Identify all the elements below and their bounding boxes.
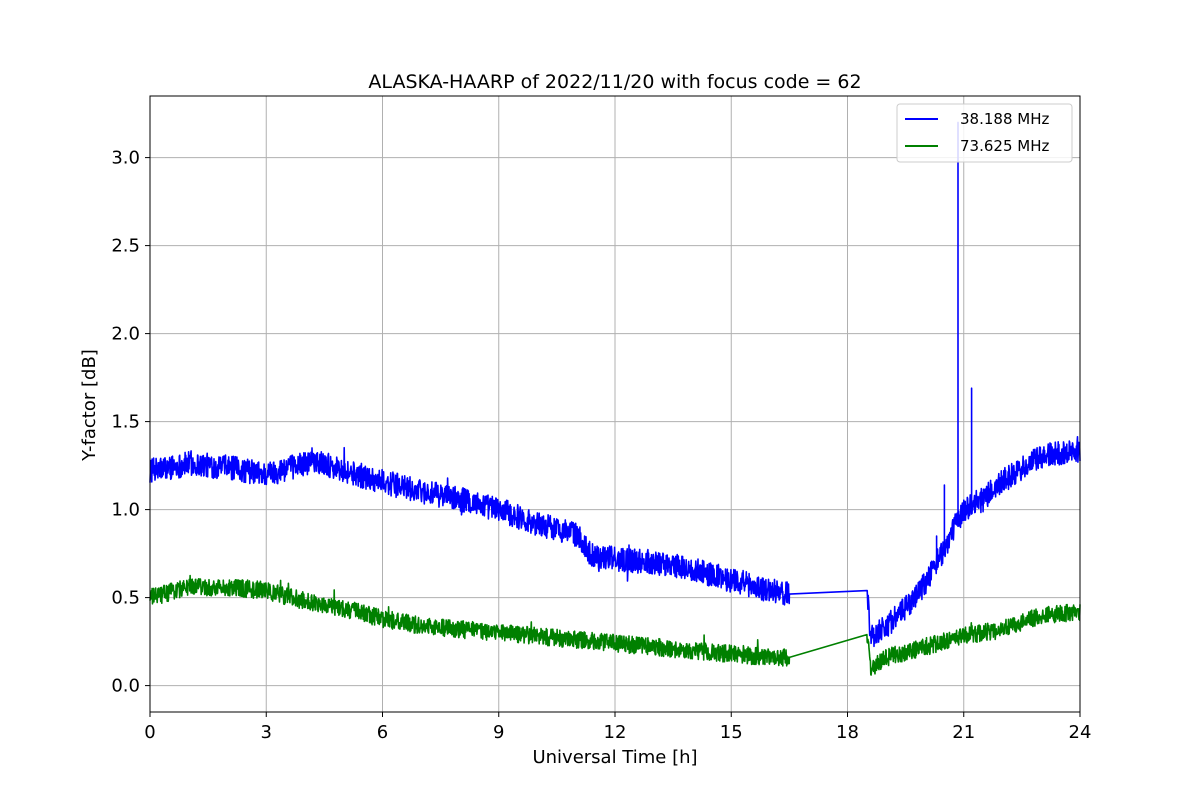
legend-label-73625: 73.625 MHz [960,137,1049,155]
series-line-73625-mhz [149,574,1081,676]
y-tick-label: 3.0 [111,148,140,169]
x-tick-label: 3 [261,722,272,743]
axis-ticks: 0 3 6 9 12 15 18 21 24 0.0 0.5 1.0 1.5 2.0 2.5 3.0 [111,148,1091,743]
x-tick-label: 9 [493,722,504,743]
y-axis-label: Y-factor [dB] [79,349,100,462]
series-line-38188-mhz [149,121,1081,648]
grid [149,96,1081,712]
x-tick-label: 18 [836,722,859,743]
x-tick-label: 6 [377,722,388,743]
y-tick-label: 2.5 [111,236,140,257]
legend: 38.188 MHz 73.625 MHz [896,103,1073,163]
y-tick-label: 1.0 [111,500,140,521]
series-layer [149,121,1081,676]
legend-box [896,103,1073,163]
x-tick-label: 0 [144,722,155,743]
y-tick-label: 2.0 [111,324,140,345]
x-tick-label: 24 [1069,722,1092,743]
x-tick-label: 12 [604,722,627,743]
y-tick-label: 0.0 [111,676,140,697]
chart-title: ALASKA-HAARP of 2022/11/20 with focus co… [368,71,861,93]
x-axis-label: Universal Time [h] [532,747,697,768]
y-tick-label: 1.5 [111,412,140,433]
x-tick-label: 21 [952,722,975,743]
x-tick-label: 15 [720,722,743,743]
legend-label-38188: 38.188 MHz [960,110,1049,128]
y-tick-label: 0.5 [111,588,140,609]
